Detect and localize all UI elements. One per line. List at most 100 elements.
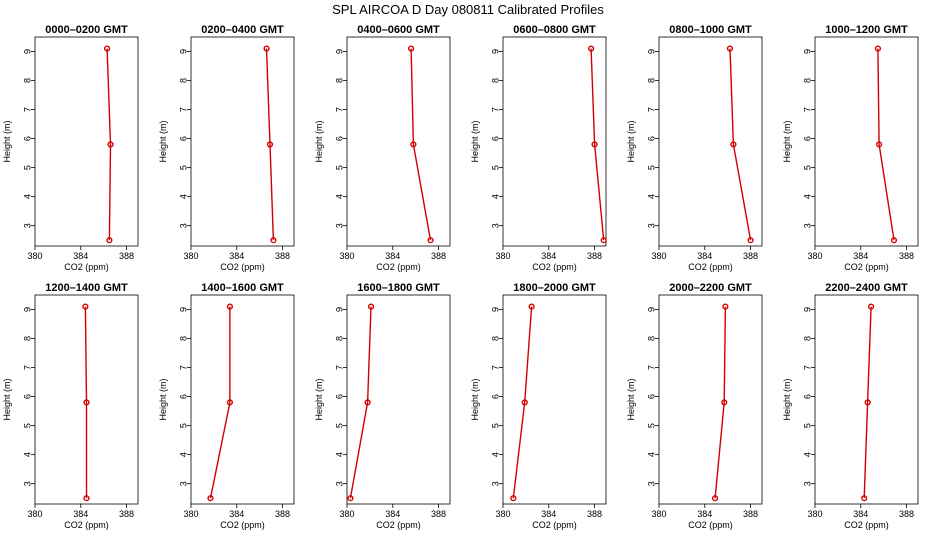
x-tick-label: 384 [229, 509, 244, 519]
data-point [890, 237, 898, 244]
data-point [226, 303, 234, 310]
x-tick-label: 388 [431, 509, 446, 519]
profile-panel: 0000–0200 GMT 380 384 388 3 4 5 6 7 8 9 CO2 (ppm) He… [2, 24, 139, 272]
y-tick-label: 6 [178, 394, 188, 399]
figure-title: SPL AIRCOA D Day 080811 Calibrated Profi… [332, 2, 604, 17]
x-tick-label: 384 [385, 509, 400, 519]
y-axis-label: Height (m) [158, 378, 168, 420]
plot-frame [814, 294, 919, 505]
y-tick-label: 4 [490, 194, 500, 199]
data-point [266, 141, 274, 148]
data-point [600, 237, 607, 244]
y-tick-label: 8 [802, 78, 812, 83]
y-tick-label: 3 [490, 223, 500, 228]
y-tick-label: 4 [490, 452, 500, 457]
y-tick-label: 4 [22, 194, 32, 199]
x-tick-label: 388 [275, 509, 290, 519]
y-tick-label: 6 [178, 136, 188, 141]
data-point [347, 495, 354, 502]
y-tick-label: 4 [334, 452, 344, 457]
y-tick-label: 5 [22, 423, 32, 428]
x-axis-label: CO2 (ppm) [64, 520, 109, 530]
data-point [861, 495, 868, 502]
x-tick-label: 384 [853, 251, 868, 261]
y-tick-label: 9 [22, 49, 32, 54]
y-tick-label: 5 [646, 423, 656, 428]
profile-panel: 0600–0800 GMT 380 384 388 3 4 5 6 7 8 9 CO2 (ppm) He… [470, 24, 607, 272]
x-tick-label: 384 [697, 251, 712, 261]
y-tick-label: 4 [802, 194, 812, 199]
y-tick-label: 7 [490, 365, 500, 370]
x-axis-label: CO2 (ppm) [532, 262, 577, 272]
y-tick-label: 7 [646, 107, 656, 112]
y-tick-label: 4 [802, 452, 812, 457]
panel-title: 1200–1400 GMT [45, 282, 128, 294]
y-axis-label: Height (m) [782, 378, 792, 420]
panel-title: 0400–0600 GMT [357, 24, 440, 36]
x-tick-label: 388 [587, 251, 602, 261]
y-tick-label: 9 [802, 307, 812, 312]
plot-frame [190, 36, 295, 247]
x-tick-label: 384 [385, 251, 400, 261]
y-tick-label: 9 [178, 307, 188, 312]
y-tick-label: 6 [334, 394, 344, 399]
data-point [726, 45, 734, 52]
y-tick-label: 3 [646, 223, 656, 228]
y-tick-label: 5 [178, 423, 188, 428]
y-axis-label: Height (m) [782, 120, 792, 162]
profile-panel: 1200–1400 GMT 380 384 388 3 4 5 6 7 8 9 CO2 (ppm) He… [2, 282, 139, 530]
y-tick-label: 8 [490, 78, 500, 83]
y-tick-label: 4 [646, 194, 656, 199]
x-tick-label: 388 [899, 509, 914, 519]
x-tick-label: 380 [807, 251, 822, 261]
y-tick-label: 6 [490, 394, 500, 399]
panel-title: 0200–0400 GMT [201, 24, 284, 36]
data-point [263, 45, 270, 52]
y-tick-label: 5 [802, 423, 812, 428]
x-axis-label: CO2 (ppm) [688, 520, 733, 530]
panel-title: 2000–2200 GMT [669, 282, 752, 294]
x-axis-label: CO2 (ppm) [688, 262, 733, 272]
x-tick-label: 388 [119, 251, 134, 261]
y-tick-label: 6 [646, 394, 656, 399]
profile-panel: 1600–1800 GMT 380 384 388 3 4 5 6 7 8 9 CO2 (ppm) He… [314, 282, 451, 530]
plot-frame [814, 36, 919, 247]
profile-line [84, 306, 88, 499]
plot-frame [502, 36, 607, 247]
plot-frame [502, 294, 607, 505]
y-tick-label: 9 [22, 307, 32, 312]
plot-frame [658, 294, 763, 505]
data-point [867, 303, 875, 310]
y-axis-label: Height (m) [2, 378, 12, 420]
x-axis-label: CO2 (ppm) [844, 520, 889, 530]
y-tick-label: 5 [490, 165, 500, 170]
y-tick-label: 8 [802, 336, 812, 341]
profile-line [512, 306, 533, 499]
profile-panel: 2000–2200 GMT 380 384 388 3 4 5 6 7 8 9 CO2 (ppm) He… [626, 282, 763, 530]
y-tick-label: 5 [334, 165, 344, 170]
x-tick-label: 388 [431, 251, 446, 261]
x-axis-label: CO2 (ppm) [376, 520, 421, 530]
y-tick-label: 9 [490, 307, 500, 312]
y-tick-label: 4 [178, 194, 188, 199]
y-tick-label: 7 [334, 365, 344, 370]
profile-line [863, 306, 872, 499]
y-tick-label: 8 [334, 336, 344, 341]
x-axis-label: CO2 (ppm) [532, 520, 577, 530]
profile-line [106, 48, 112, 241]
y-axis-label: Height (m) [158, 120, 168, 162]
y-axis-label: Height (m) [2, 120, 12, 162]
x-tick-label: 388 [743, 509, 758, 519]
y-tick-label: 5 [334, 423, 344, 428]
data-point [874, 45, 882, 52]
y-tick-label: 7 [490, 107, 500, 112]
x-tick-label: 388 [899, 251, 914, 261]
data-point [528, 303, 535, 310]
data-point [107, 141, 114, 148]
y-tick-label: 5 [22, 165, 32, 170]
panel-title: 0800–1000 GMT [669, 24, 752, 36]
data-point [875, 141, 883, 148]
profile-line [410, 48, 432, 241]
